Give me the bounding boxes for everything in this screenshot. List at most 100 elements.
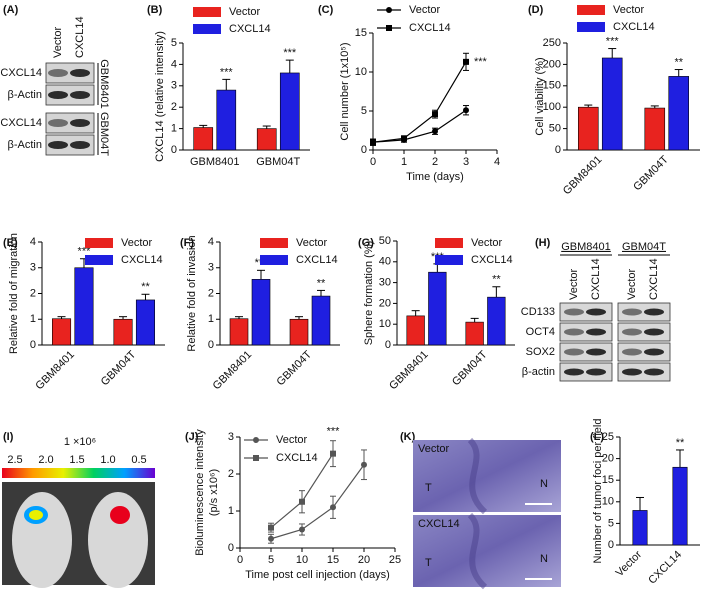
cell-line-label: GBM04T bbox=[622, 241, 666, 253]
y-tick-label: 5 bbox=[361, 105, 367, 117]
tissue-boundary bbox=[467, 512, 488, 590]
region-label: N bbox=[540, 553, 548, 565]
y-axis-label: Relative fold of migration bbox=[8, 233, 20, 354]
significance: *** bbox=[78, 246, 92, 258]
x-tick-label: 1 bbox=[401, 156, 407, 168]
marker bbox=[370, 139, 376, 146]
y-tick-label: 0 bbox=[608, 539, 614, 551]
row-label: β-Actin bbox=[8, 139, 42, 151]
y-tick-label: 150 bbox=[543, 80, 561, 92]
y-axis-label: Cell number (1x10⁵) bbox=[339, 42, 351, 140]
lane-label: Vector bbox=[52, 26, 64, 58]
significance: *** bbox=[283, 47, 297, 59]
panel-label: (B) bbox=[147, 4, 163, 16]
legend-label: CXCL14 bbox=[409, 22, 451, 34]
bar bbox=[289, 318, 309, 346]
blot-band bbox=[48, 141, 68, 149]
row-label: CXCL14 bbox=[0, 117, 42, 129]
blot-band bbox=[622, 348, 642, 356]
mouse bbox=[88, 492, 148, 588]
y-tick-label: 15 bbox=[602, 474, 614, 486]
x-tick-label: GBM8401 bbox=[211, 349, 255, 393]
lane-label: Vector bbox=[568, 268, 580, 300]
y-tick-label: 5 bbox=[608, 517, 614, 529]
blot-band bbox=[70, 141, 90, 149]
y-tick-label: 10 bbox=[379, 318, 391, 330]
y-tick-label: 2 bbox=[228, 468, 234, 480]
scale-tick-label: 0.5 bbox=[131, 454, 146, 466]
y-axis-label: Number of tumor foci per field bbox=[592, 419, 604, 564]
significance: ** bbox=[141, 281, 150, 293]
scale-tick-label: 1.0 bbox=[100, 454, 115, 466]
x-tick-label: 3 bbox=[463, 156, 469, 168]
bar bbox=[279, 72, 300, 151]
blot-band bbox=[564, 308, 584, 316]
x-tick-label: GBM8401 bbox=[190, 156, 240, 168]
y-tick-label: 20 bbox=[379, 297, 391, 309]
bar bbox=[668, 76, 690, 151]
bar bbox=[216, 89, 237, 151]
bar bbox=[256, 128, 277, 151]
legend-marker bbox=[386, 25, 392, 31]
y-tick-label: 50 bbox=[379, 235, 391, 247]
y-tick-label: 3 bbox=[171, 80, 177, 92]
cell-line-label: GBM04T bbox=[98, 112, 110, 156]
panel-label: (A) bbox=[3, 4, 19, 16]
blot-band bbox=[564, 328, 584, 336]
bar bbox=[632, 510, 648, 546]
line bbox=[372, 109, 467, 143]
x-tick-label: GBM04T bbox=[256, 156, 300, 168]
panel-label: (L) bbox=[590, 431, 604, 443]
bar bbox=[251, 279, 271, 346]
y-tick-label: 3 bbox=[228, 431, 234, 443]
region-label: N bbox=[540, 478, 548, 490]
x-tick-label: GBM04T bbox=[631, 153, 671, 193]
y-axis-label: (p/s x10⁶) bbox=[208, 469, 220, 516]
y-tick-label: 1 bbox=[171, 123, 177, 135]
mouse bbox=[12, 492, 72, 588]
x-tick-label: GBM04T bbox=[275, 348, 315, 388]
x-tick-label: 2 bbox=[432, 156, 438, 168]
y-tick-label: 0 bbox=[208, 339, 214, 351]
panel-label: (E) bbox=[3, 237, 18, 249]
y-tick-label: 10 bbox=[355, 66, 367, 78]
bar bbox=[672, 466, 688, 546]
legend-label: CXCL14 bbox=[613, 21, 655, 33]
x-axis-label: Time post cell injection (days) bbox=[245, 569, 389, 581]
line bbox=[270, 464, 365, 540]
x-tick-label: GBM04T bbox=[99, 348, 139, 388]
y-tick-label: 2 bbox=[30, 287, 36, 299]
marker bbox=[432, 111, 438, 118]
legend-label: CXCL14 bbox=[296, 254, 338, 266]
row-label: β-Actin bbox=[8, 89, 42, 101]
bar bbox=[577, 106, 599, 151]
blot-band bbox=[622, 328, 642, 336]
x-tick-label: 20 bbox=[358, 554, 370, 566]
blot-band bbox=[644, 308, 664, 316]
significance: ** bbox=[674, 56, 683, 68]
y-tick-label: 0 bbox=[555, 144, 561, 156]
marker bbox=[299, 498, 305, 505]
bar bbox=[135, 299, 156, 346]
scale-tick-label: 2.5 bbox=[7, 454, 22, 466]
legend-label: CXCL14 bbox=[276, 452, 318, 464]
significance: *** bbox=[474, 56, 488, 68]
marker bbox=[361, 461, 367, 468]
y-tick-label: 1 bbox=[228, 505, 234, 517]
y-tick-label: 0 bbox=[228, 542, 234, 554]
x-tick-label: 5 bbox=[268, 554, 274, 566]
x-tick-label: GBM8401 bbox=[33, 349, 77, 393]
lane-label: CXCL14 bbox=[648, 258, 660, 300]
marker bbox=[401, 135, 407, 142]
x-tick-label: 0 bbox=[237, 554, 243, 566]
y-axis-label: Bioluminescence intensity bbox=[194, 429, 206, 556]
panel-label: (H) bbox=[535, 237, 551, 249]
bar bbox=[465, 321, 484, 346]
significance: *** bbox=[220, 66, 234, 78]
signal bbox=[29, 510, 43, 520]
region-label: T bbox=[425, 482, 432, 494]
legend-swatch bbox=[260, 238, 288, 248]
blot-band bbox=[586, 368, 606, 376]
legend-label: Vector bbox=[121, 237, 153, 249]
y-tick-label: 20 bbox=[602, 453, 614, 465]
